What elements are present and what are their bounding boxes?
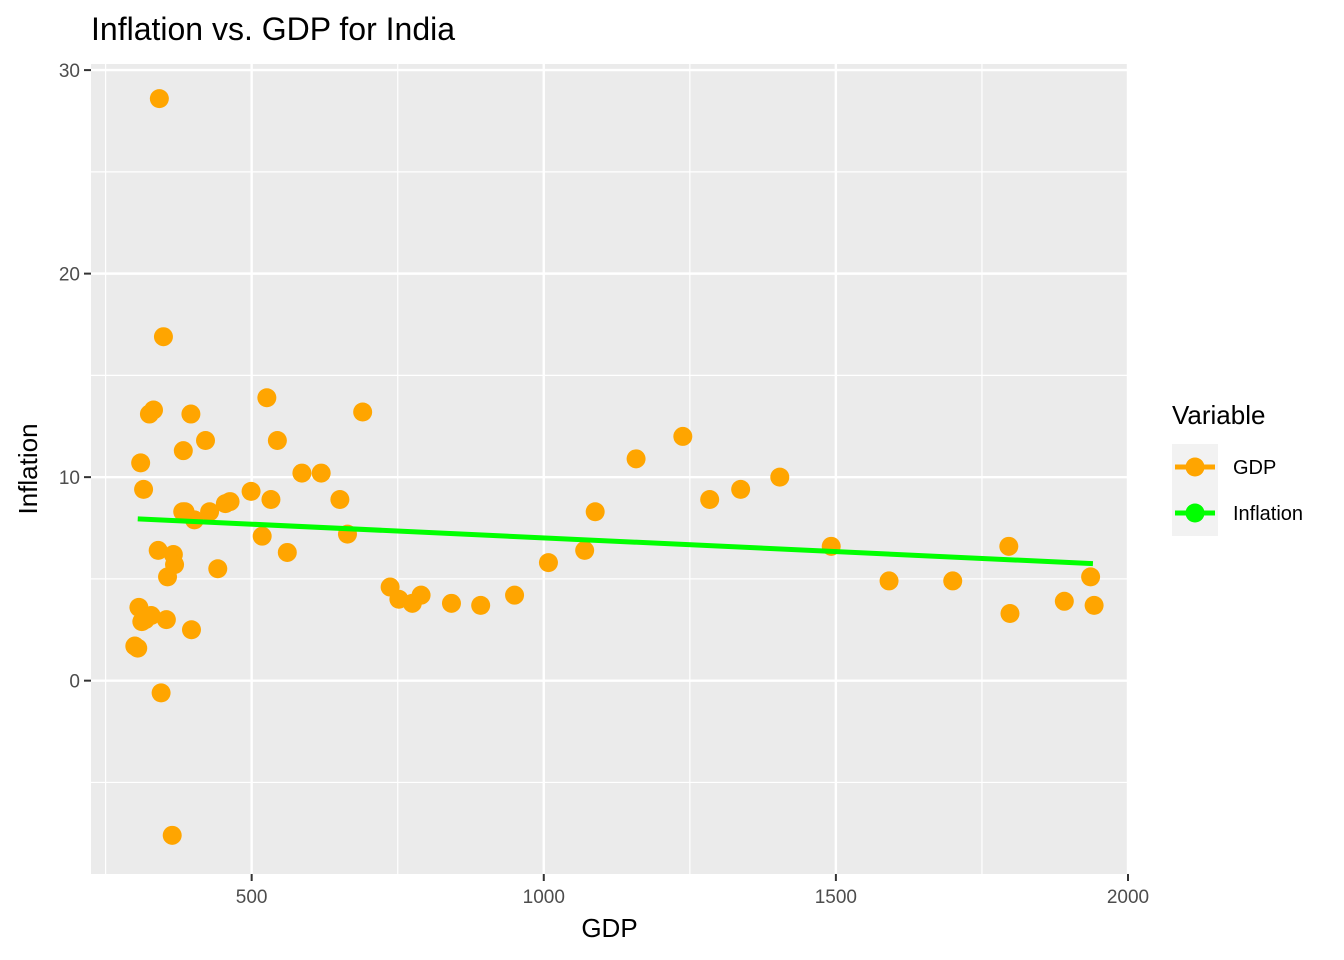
data-point [441,593,461,613]
data-point [220,492,240,512]
data-point [700,490,720,510]
data-point [585,502,605,522]
data-point [1081,567,1101,587]
legend: Variable GDP Inflation [1172,400,1303,536]
y-tick-label: 30 [59,61,80,82]
data-point [538,553,558,573]
data-point [156,610,176,630]
plot-panel [91,64,1128,874]
data-point [1054,591,1074,611]
data-point [999,536,1019,556]
data-point [1000,603,1020,623]
data-point [257,388,277,408]
data-point [575,540,595,560]
x-tick-label: 2000 [1107,887,1149,908]
axes: 500 1000 1500 2000 0 10 20 30 [59,61,1149,908]
data-point [162,825,182,845]
data-point [353,402,373,422]
trend-line [137,516,1094,567]
data-point [267,431,287,451]
data-point [241,481,261,501]
data-point [471,595,491,615]
data-point [411,585,431,605]
data-point [626,449,646,469]
data-point [128,638,148,658]
data-point [151,683,171,703]
grid-minor [91,64,1128,874]
data-point [311,463,331,483]
x-tick-label: 1500 [815,887,857,908]
data-point [144,400,164,420]
legend-label: GDP [1233,457,1276,479]
data-point [134,479,154,499]
y-tick-label: 10 [59,468,80,489]
legend-key-point [1185,503,1205,523]
data-point [153,327,173,347]
data-point [1084,595,1104,615]
grid-major [91,64,1130,874]
data-point [731,479,751,499]
x-tick-label: 1000 [523,887,565,908]
y-axis-title: Inflation [13,423,43,514]
x-tick-label: 500 [236,887,268,908]
data-point [141,606,161,626]
data-point [292,463,312,483]
legend-key-point [1185,457,1205,477]
data-point [200,502,220,522]
data-point [149,89,169,109]
data-point [173,441,193,461]
data-point [131,453,151,473]
data-point [181,404,201,424]
legend-label: Inflation [1233,503,1303,525]
data-point [165,555,185,575]
data-point [330,490,350,510]
data-point [261,490,281,510]
chart-marks [125,89,1104,845]
data-point [505,585,525,605]
data-point [181,620,201,640]
x-axis-title: GDP [581,913,637,943]
data-point [943,571,963,591]
data-point [252,526,272,546]
data-point [673,426,693,446]
legend-title: Variable [1172,400,1265,430]
data-point [208,559,228,579]
y-tick-label: 0 [69,672,80,693]
y-tick-label: 20 [59,265,80,286]
data-point [770,467,790,487]
data-point [879,571,899,591]
data-point [196,431,216,451]
chart-title: Inflation vs. GDP for India [91,11,455,47]
data-point [277,542,297,562]
data-point [148,540,168,560]
